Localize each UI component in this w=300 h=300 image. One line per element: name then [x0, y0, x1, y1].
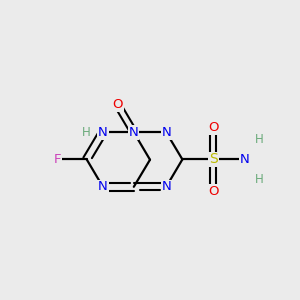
Text: O: O — [208, 121, 219, 134]
Text: F: F — [53, 153, 61, 166]
Text: N: N — [161, 126, 171, 139]
Text: H: H — [255, 173, 263, 186]
Text: O: O — [112, 98, 123, 111]
Text: S: S — [209, 152, 218, 167]
Text: N: N — [239, 153, 249, 166]
Text: H: H — [255, 133, 263, 146]
Text: H: H — [82, 126, 91, 139]
Text: O: O — [208, 185, 219, 198]
Text: N: N — [98, 126, 108, 139]
Text: N: N — [161, 180, 171, 193]
Text: N: N — [129, 126, 139, 139]
Text: N: N — [98, 180, 108, 193]
